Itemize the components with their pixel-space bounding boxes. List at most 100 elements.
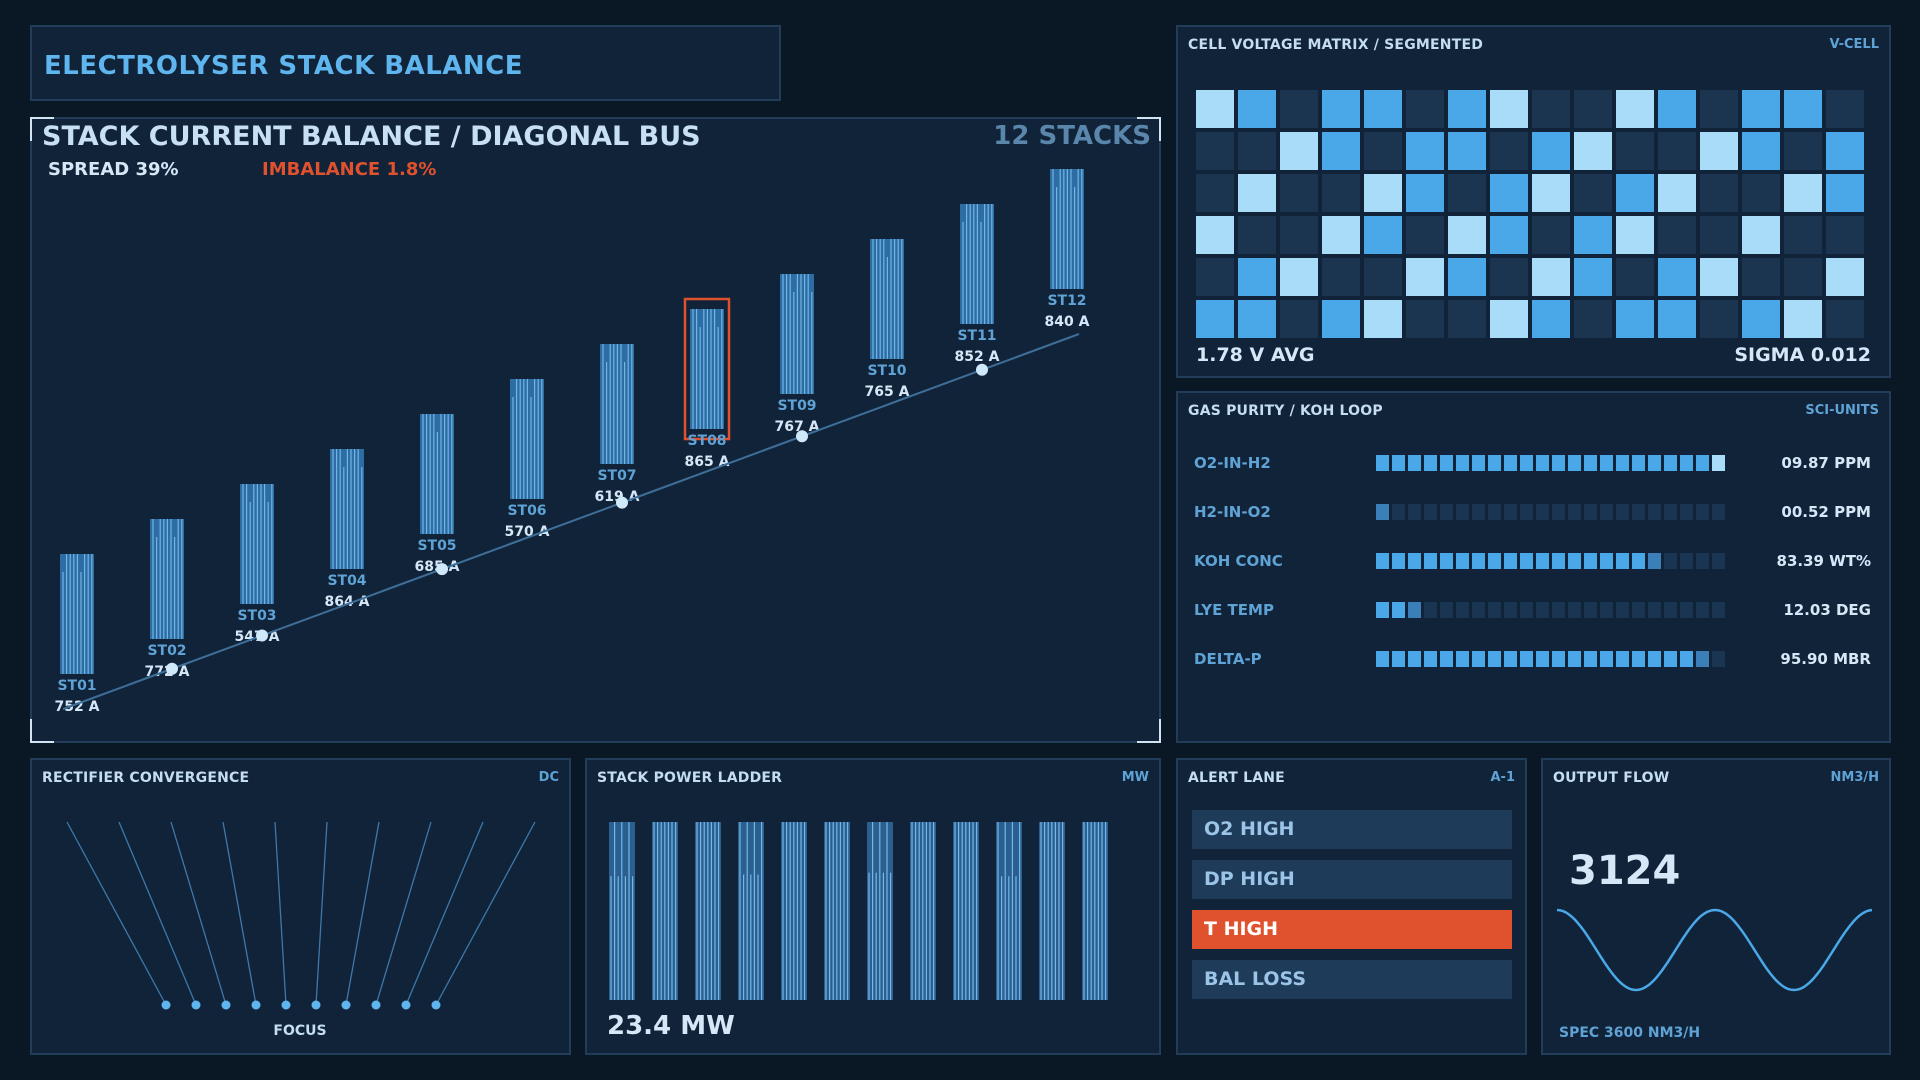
panel-tag: SCI-UNITS (1805, 403, 1879, 418)
alert-o2-high[interactable]: O2 HIGH (1192, 810, 1512, 849)
voltage-cell (1448, 174, 1486, 212)
purity-level-bar (1376, 504, 1725, 520)
frame-corner-tl (30, 117, 54, 141)
purity-label: KOH CONC (1194, 552, 1283, 570)
stack-current-label: 765 A (865, 384, 910, 400)
panel-title: ALERT LANE (1188, 770, 1285, 786)
rectifier-line (222, 821, 257, 1006)
voltage-cell (1658, 132, 1696, 170)
stack-id-label: ST05 (417, 538, 456, 554)
bus-node (166, 662, 178, 675)
voltage-cell (1784, 90, 1822, 128)
frame-corner-br (1137, 719, 1161, 743)
purity-label: DELTA-P (1194, 650, 1262, 668)
voltage-cell (1364, 132, 1402, 170)
stack-id-label: ST08 (687, 433, 726, 449)
focus-label: FOCUS (273, 1023, 326, 1039)
voltage-cell (1448, 90, 1486, 128)
power-ladder-chart (609, 822, 1108, 1000)
voltage-cell (1490, 216, 1528, 254)
bus-node (256, 629, 268, 642)
rectifier-node (281, 1000, 291, 1010)
stack-current-label: 864 A (325, 594, 370, 610)
stack-bar-st04[interactable]: ST04 864 A (325, 449, 370, 610)
voltage-average: 1.78 V AVG (1196, 344, 1315, 366)
panel-title: OUTPUT FLOW (1553, 770, 1670, 786)
voltage-cell (1364, 300, 1402, 338)
rectifier-panel: RECTIFIER CONVERGENCE DC FOCUS (30, 758, 571, 1055)
voltage-cell (1532, 300, 1570, 338)
voltage-cell (1742, 258, 1780, 296)
selected-stack-marker (683, 297, 731, 441)
voltage-cell (1490, 300, 1528, 338)
stack-bar-st06[interactable]: ST06 570 A (505, 379, 550, 540)
stack-bar-st10[interactable]: ST10 765 A (865, 239, 910, 400)
power-bar (1039, 822, 1065, 1000)
rectifier-line (170, 821, 227, 1006)
voltage-cell (1742, 90, 1780, 128)
voltage-cell (1616, 132, 1654, 170)
voltage-cell (1280, 90, 1318, 128)
stack-bar-st09[interactable]: ST09 767 A (775, 274, 820, 435)
purity-level-bar (1376, 553, 1725, 569)
voltage-cell (1574, 90, 1612, 128)
panel-title: GAS PURITY / KOH LOOP (1188, 403, 1383, 419)
frame-corner-bl (30, 719, 54, 743)
panel-title: STACK POWER LADDER (597, 770, 783, 786)
voltage-cell (1280, 258, 1318, 296)
stack-id-label: ST02 (147, 643, 186, 659)
panel-title: CELL VOLTAGE MATRIX / SEGMENTED (1188, 37, 1484, 53)
purity-row: KOH CONC 83.39 WT% (1178, 549, 1889, 573)
stack-id-label: ST03 (237, 608, 276, 624)
rectifier-node (401, 1000, 411, 1010)
flow-wave (1556, 908, 1873, 992)
voltage-cell (1574, 174, 1612, 212)
voltage-cell (1532, 258, 1570, 296)
purity-label: LYE TEMP (1194, 601, 1274, 619)
voltage-cell (1616, 258, 1654, 296)
stack-bar-st01[interactable]: ST01 752 A (55, 554, 100, 715)
stack-bar-st08[interactable]: ST08 865 A (683, 297, 731, 470)
stack-current-label: 752 A (55, 699, 100, 715)
bus-node (616, 496, 628, 509)
voltage-cell (1196, 174, 1234, 212)
dashboard-title-panel: ELECTROLYSER STACK BALANCE (30, 25, 781, 101)
stack-current-label: 767 A (775, 419, 820, 435)
alert-bal-loss[interactable]: BAL LOSS (1192, 960, 1512, 999)
voltage-cell (1532, 174, 1570, 212)
purity-level-bar (1376, 602, 1725, 618)
power-bar (781, 822, 807, 1000)
power-bar (695, 822, 721, 1000)
rectifier-line (274, 821, 287, 1006)
voltage-cell (1238, 90, 1276, 128)
voltage-cell (1784, 258, 1822, 296)
alert-t-high[interactable]: T HIGH (1192, 910, 1512, 949)
alert-dp-high[interactable]: DP HIGH (1192, 860, 1512, 899)
voltage-cell (1532, 90, 1570, 128)
power-bar (910, 822, 936, 1000)
voltage-cell (1742, 300, 1780, 338)
rectifier-line (435, 821, 536, 1006)
purity-label: H2-IN-O2 (1194, 503, 1271, 521)
purity-label: O2-IN-H2 (1194, 454, 1271, 472)
stack-bar-st12[interactable]: ST12 840 A (1045, 169, 1090, 330)
spread-readout: SPREAD 39% (48, 159, 179, 180)
stack-id-label: ST11 (957, 328, 996, 344)
stack-current-label: 865 A (685, 454, 730, 470)
stack-id-label: ST09 (777, 398, 816, 414)
purity-value: 83.39 WT% (1776, 552, 1871, 570)
voltage-cell (1280, 132, 1318, 170)
voltage-cell (1490, 258, 1528, 296)
voltage-cell (1322, 258, 1360, 296)
purity-row: DELTA-P 95.90 MBR (1178, 647, 1889, 671)
purity-value: 95.90 MBR (1780, 650, 1871, 668)
voltage-cell (1280, 174, 1318, 212)
voltage-cell (1238, 132, 1276, 170)
power-bar (609, 822, 635, 1000)
stack-bar-st11[interactable]: ST11 852 A (955, 204, 1000, 365)
